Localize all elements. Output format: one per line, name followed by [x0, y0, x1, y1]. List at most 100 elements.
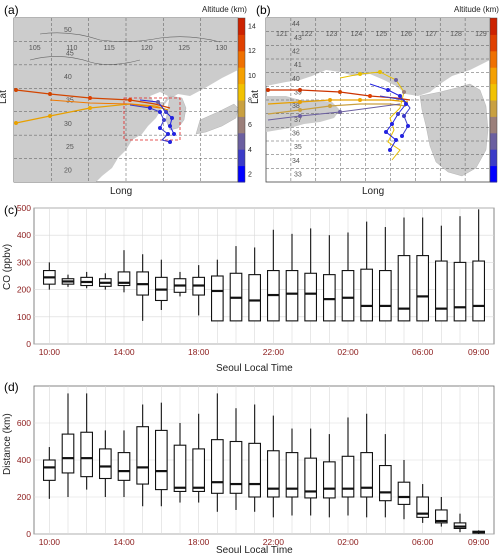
colorbar-segment: [490, 83, 497, 101]
map-coordinate-label: 122: [301, 31, 313, 38]
colorbar-segment: [490, 100, 497, 117]
trajectory-point: [388, 148, 392, 152]
y-tick-label: 500: [17, 203, 31, 213]
box-iqr: [229, 440, 243, 494]
map-coordinate-label: 35: [294, 144, 302, 151]
map-coordinate-label: 124: [351, 31, 363, 38]
x-tick-label: 02:00: [337, 537, 359, 547]
y-tick-label: 100: [17, 312, 31, 322]
map-a-border-2: [29, 56, 141, 65]
distance-ylabel: Distance (km): [2, 413, 13, 475]
colorbar-tick-label: 2: [248, 172, 252, 179]
colorbar-segment: [490, 116, 497, 134]
map-coordinate-label: 125: [178, 45, 190, 52]
box-4: [117, 430, 131, 497]
map-b-trajectory-2: [267, 99, 409, 105]
colorbar-segment: [490, 34, 497, 52]
distance-boxplot-chart: 0 200 400 600 10:00 14:00 18:00 22:00 02:00 06:0…: [2, 385, 495, 556]
box-iqr: [42, 459, 56, 481]
trajectory-point: [406, 124, 410, 128]
trajectory-point: [378, 70, 382, 74]
box-9: [210, 393, 224, 512]
box-6: [154, 402, 168, 507]
box-iqr: [285, 452, 299, 498]
box-3: [98, 430, 112, 497]
trajectory-point: [162, 118, 166, 122]
trajectory-point: [298, 108, 302, 112]
trajectory-point: [328, 104, 332, 108]
map-coordinate-label: 127: [425, 31, 437, 38]
box-7: [173, 271, 187, 297]
panel-label-d: (d): [4, 380, 19, 394]
trajectory-point: [172, 132, 176, 136]
map-coordinate-label: 34: [292, 158, 300, 165]
map-a-xlabel: Long: [110, 186, 132, 197]
trajectory-point: [358, 72, 362, 76]
box-iqr: [154, 429, 168, 491]
box-1: [61, 393, 75, 497]
map-coordinate-label: 123: [326, 31, 338, 38]
box-2: [80, 393, 94, 490]
trajectory-point: [396, 112, 400, 116]
colorbar-tick-label: 8: [248, 98, 252, 105]
box-20: [416, 484, 430, 523]
box-10: [229, 408, 243, 510]
trajectory-point: [404, 102, 408, 106]
co-boxplot-chart: 0 100 200 300 400 500 10:00 14:00 18:00 22:00 02:…: [2, 203, 495, 374]
map-a-colorbar: 14 12 10 8 6 4 2: [237, 17, 256, 183]
trajectory-point: [168, 140, 172, 144]
y-tick-label: 200: [17, 285, 31, 295]
box-iqr: [434, 260, 448, 322]
trajectory-point: [166, 132, 170, 136]
box-iqr: [173, 444, 187, 493]
x-tick-label: 09:00: [468, 347, 490, 357]
box-iqr: [248, 442, 262, 498]
co-y-tick-labels: 0 100 200 300 400 500: [17, 203, 31, 349]
box-iqr: [266, 450, 280, 498]
trajectory-point: [368, 94, 372, 98]
x-tick-label: 14:00: [113, 537, 135, 547]
colorbar-segment: [238, 165, 245, 183]
y-tick-label: 400: [17, 230, 31, 240]
map-coordinate-label: 37: [294, 117, 302, 124]
map-b-lon-labels: 121 122 123 124 125 126 127 128 129: [276, 31, 487, 38]
colorbar-tick-label: 12: [248, 48, 256, 55]
colorbar-frame: [237, 17, 246, 183]
trajectory-point: [402, 90, 406, 94]
map-coordinate-label: 40: [292, 76, 300, 83]
box-16: [341, 232, 355, 322]
box-19: [397, 460, 411, 520]
box-8: [192, 413, 206, 503]
trajectory-point: [338, 110, 342, 114]
box-11: [248, 247, 262, 322]
distance-y-tick-labels: 0 200 400 600: [17, 418, 31, 539]
box-iqr: [378, 464, 392, 502]
map-coordinate-label: 130: [216, 45, 228, 52]
map-coordinate-label: 125: [376, 31, 388, 38]
trajectory-point: [298, 100, 302, 104]
map-a-trajectory-3: [49, 99, 161, 109]
map-coordinate-label: 128: [450, 31, 462, 38]
map-coordinate-label: 105: [29, 45, 41, 52]
colorbar-segment: [490, 67, 497, 85]
map-coordinate-label: 33: [294, 172, 302, 179]
map-b-trajectory-1: [268, 89, 411, 101]
map-a-trajectory-1: [15, 89, 171, 109]
trajectory-point: [170, 116, 174, 120]
trajectory-point: [338, 90, 342, 94]
colorbar-tick-label: 14: [248, 24, 256, 31]
box-21: [434, 497, 448, 527]
box-iqr: [434, 509, 448, 524]
box-22: [453, 216, 467, 322]
trajectory-point: [384, 130, 388, 134]
colorbar-tick-label: 10: [248, 73, 256, 80]
trajectory-point: [298, 88, 302, 92]
box-12: [266, 229, 280, 322]
colorbar-tick-label: 4: [248, 147, 252, 154]
map-b-trajectory-points: [266, 70, 410, 152]
box-12: [266, 415, 280, 518]
box-5: [136, 254, 150, 321]
panel-label-a: (a): [4, 3, 19, 17]
box-7: [173, 423, 187, 503]
box-iqr: [248, 274, 262, 322]
